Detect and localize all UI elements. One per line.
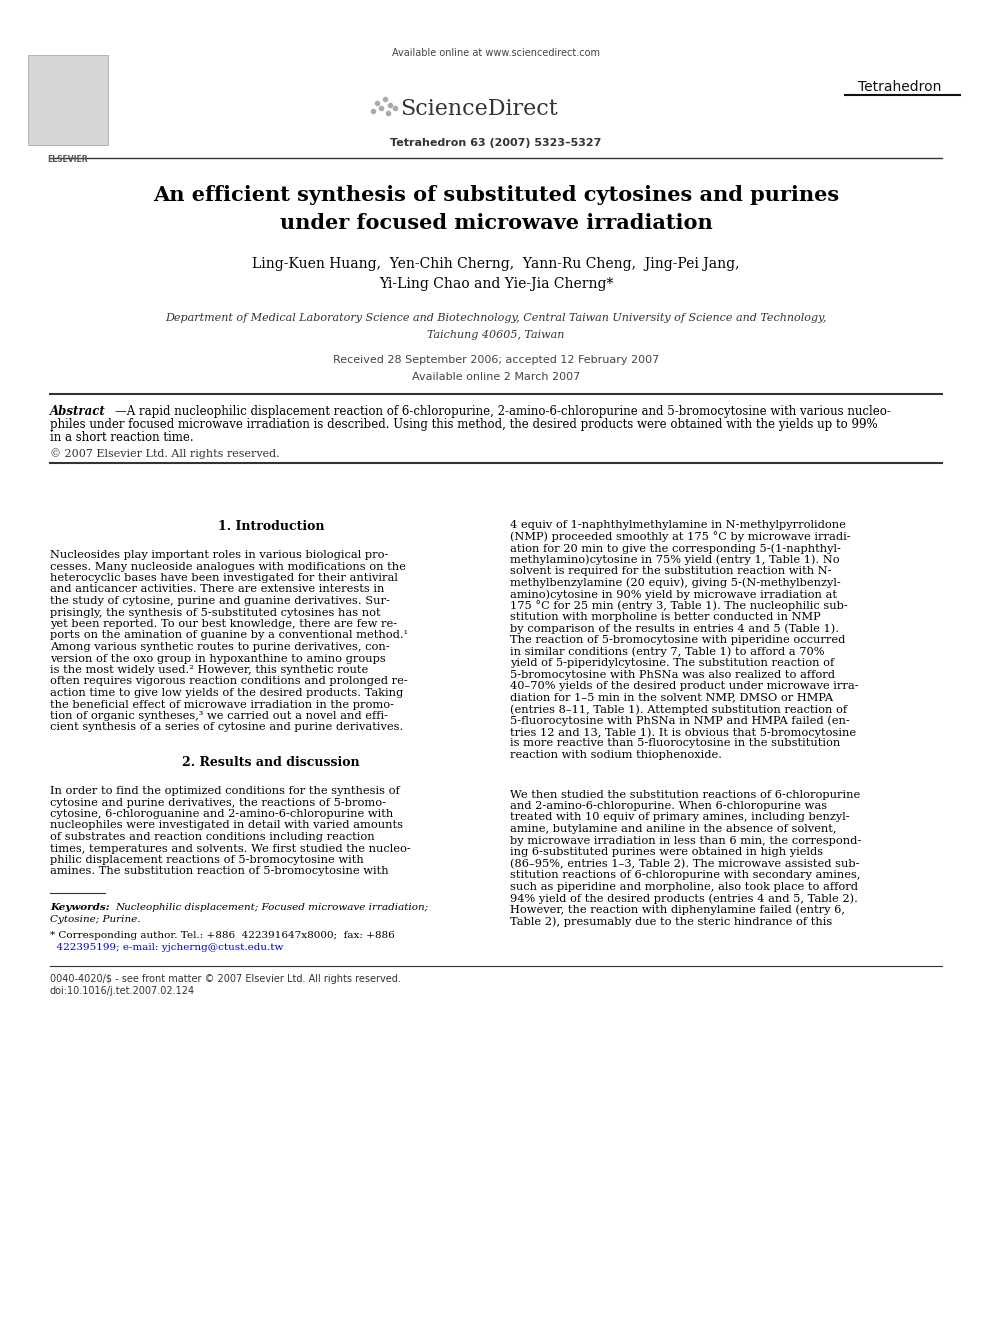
Text: * Corresponding author. Tel.: +886  422391647x8000;  fax: +886: * Corresponding author. Tel.: +886 42239… [50,931,395,941]
Text: treated with 10 equiv of primary amines, including benzyl-: treated with 10 equiv of primary amines,… [510,812,849,823]
Text: amino)cytosine in 90% yield by microwave irradiation at: amino)cytosine in 90% yield by microwave… [510,589,837,599]
Text: Yi-Ling Chao and Yie-Jia Cherng*: Yi-Ling Chao and Yie-Jia Cherng* [379,277,613,291]
Text: In order to find the optimized conditions for the synthesis of: In order to find the optimized condition… [50,786,400,796]
Text: and 2-amino-6-chloropurine. When 6-chloropurine was: and 2-amino-6-chloropurine. When 6-chlor… [510,800,827,811]
Text: stitution reactions of 6-chloropurine with secondary amines,: stitution reactions of 6-chloropurine wi… [510,871,860,880]
Text: in similar conditions (entry 7, Table 1) to afford a 70%: in similar conditions (entry 7, Table 1)… [510,647,824,658]
Text: However, the reaction with diphenylamine failed (entry 6,: However, the reaction with diphenylamine… [510,905,845,916]
Text: Among various synthetic routes to purine derivatives, con-: Among various synthetic routes to purine… [50,642,390,652]
Text: (86–95%, entries 1–3, Table 2). The microwave assisted sub-: (86–95%, entries 1–3, Table 2). The micr… [510,859,859,869]
Text: times, temperatures and solvents. We first studied the nucleo-: times, temperatures and solvents. We fir… [50,844,411,853]
Text: Tetrahedron: Tetrahedron [858,79,941,94]
Text: Nucleophilic displacement; Focused microwave irradiation;: Nucleophilic displacement; Focused micro… [115,904,429,912]
Text: Keywords:: Keywords: [50,904,110,912]
Text: Department of Medical Laboratory Science and Biotechnology, Central Taiwan Unive: Department of Medical Laboratory Science… [166,314,826,323]
Text: often requires vigorous reaction conditions and prolonged re-: often requires vigorous reaction conditi… [50,676,408,687]
Text: yield of 5-piperidylcytosine. The substitution reaction of: yield of 5-piperidylcytosine. The substi… [510,658,834,668]
Text: reaction with sodium thiophenoxide.: reaction with sodium thiophenoxide. [510,750,722,759]
Text: action time to give low yields of the desired products. Taking: action time to give low yields of the de… [50,688,404,699]
Text: Received 28 September 2006; accepted 12 February 2007: Received 28 September 2006; accepted 12 … [333,355,659,365]
Text: under focused microwave irradiation: under focused microwave irradiation [280,213,712,233]
Text: We then studied the substitution reactions of 6-chloropurine: We then studied the substitution reactio… [510,790,860,799]
Text: by microwave irradiation in less than 6 min, the correspond-: by microwave irradiation in less than 6 … [510,836,861,845]
Text: 2. Results and discussion: 2. Results and discussion [183,755,360,769]
Text: Nucleosides play important roles in various biological pro-: Nucleosides play important roles in vari… [50,550,389,560]
Text: philes under focused microwave irradiation is described. Using this method, the : philes under focused microwave irradiati… [50,418,878,431]
Text: Available online at www.sciencedirect.com: Available online at www.sciencedirect.co… [392,48,600,58]
Text: Taichung 40605, Taiwan: Taichung 40605, Taiwan [428,329,564,340]
Text: cytosine, 6-chloroguanine and 2-amino-6-chloropurine with: cytosine, 6-chloroguanine and 2-amino-6-… [50,808,393,819]
Text: ports on the amination of guanine by a conventional method.¹: ports on the amination of guanine by a c… [50,631,408,640]
Text: —A rapid nucleophilic displacement reaction of 6-chloropurine, 2-amino-6-chlorop: —A rapid nucleophilic displacement react… [115,405,891,418]
Text: (entries 8–11, Table 1). Attempted substitution reaction of: (entries 8–11, Table 1). Attempted subst… [510,704,847,714]
Text: 4 equiv of 1-naphthylmethylamine in N-methylpyrrolidone: 4 equiv of 1-naphthylmethylamine in N-me… [510,520,846,531]
Text: the beneficial effect of microwave irradiation in the promo-: the beneficial effect of microwave irrad… [50,700,394,709]
Text: Cytosine; Purine.: Cytosine; Purine. [50,916,141,923]
Text: 94% yield of the desired products (entries 4 and 5, Table 2).: 94% yield of the desired products (entri… [510,893,858,904]
Text: amines. The substitution reaction of 5-bromocytosine with: amines. The substitution reaction of 5-b… [50,867,389,877]
Text: cytosine and purine derivatives, the reactions of 5-bromo-: cytosine and purine derivatives, the rea… [50,798,386,807]
Text: Table 2), presumably due to the steric hindrance of this: Table 2), presumably due to the steric h… [510,916,832,926]
Text: cesses. Many nucleoside analogues with modifications on the: cesses. Many nucleoside analogues with m… [50,561,406,572]
Text: 1. Introduction: 1. Introduction [218,520,324,533]
Text: cient synthesis of a series of cytosine and purine derivatives.: cient synthesis of a series of cytosine … [50,722,404,733]
Text: ELSEVIER: ELSEVIER [48,155,88,164]
Text: of substrates and reaction conditions including reaction: of substrates and reaction conditions in… [50,832,375,841]
Text: prisingly, the synthesis of 5-substituted cytosines has not: prisingly, the synthesis of 5-substitute… [50,607,381,618]
Text: philic displacement reactions of 5-bromocytosine with: philic displacement reactions of 5-bromo… [50,855,364,865]
Text: methylamino)cytosine in 75% yield (entry 1, Table 1). No: methylamino)cytosine in 75% yield (entry… [510,554,839,565]
Text: Ling-Kuen Huang,  Yen-Chih Cherng,  Yann-Ru Cheng,  Jing-Pei Jang,: Ling-Kuen Huang, Yen-Chih Cherng, Yann-R… [252,257,740,271]
Text: (NMP) proceeded smoothly at 175 °C by microwave irradi-: (NMP) proceeded smoothly at 175 °C by mi… [510,532,850,542]
Text: by comparison of the results in entries 4 and 5 (Table 1).: by comparison of the results in entries … [510,623,839,634]
Text: 5-fluorocytosine with PhSNa in NMP and HMPA failed (en-: 5-fluorocytosine with PhSNa in NMP and H… [510,716,850,726]
Text: Abstract: Abstract [50,405,106,418]
Text: ScienceDirect: ScienceDirect [400,98,558,120]
Text: 5-bromocytosine with PhSNa was also realized to afford: 5-bromocytosine with PhSNa was also real… [510,669,835,680]
Text: yet been reported. To our best knowledge, there are few re-: yet been reported. To our best knowledge… [50,619,397,628]
Text: tion of organic syntheses,³ we carried out a novel and effi-: tion of organic syntheses,³ we carried o… [50,710,388,721]
Text: ing 6-substituted purines were obtained in high yields: ing 6-substituted purines were obtained … [510,847,823,857]
Text: heterocyclic bases have been investigated for their antiviral: heterocyclic bases have been investigate… [50,573,398,583]
Text: 175 °C for 25 min (entry 3, Table 1). The nucleophilic sub-: 175 °C for 25 min (entry 3, Table 1). Th… [510,601,848,611]
Text: Tetrahedron 63 (2007) 5323–5327: Tetrahedron 63 (2007) 5323–5327 [390,138,602,148]
Text: An efficient synthesis of substituted cytosines and purines: An efficient synthesis of substituted cy… [153,185,839,205]
Text: © 2007 Elsevier Ltd. All rights reserved.: © 2007 Elsevier Ltd. All rights reserved… [50,448,280,459]
Text: The reaction of 5-bromocytosine with piperidine occurred: The reaction of 5-bromocytosine with pip… [510,635,845,646]
Text: version of the oxo group in hypoxanthine to amino groups: version of the oxo group in hypoxanthine… [50,654,386,664]
Text: such as piperidine and morpholine, also took place to afford: such as piperidine and morpholine, also … [510,881,858,892]
Text: 0040-4020/$ - see front matter © 2007 Elsevier Ltd. All rights reserved.: 0040-4020/$ - see front matter © 2007 El… [50,974,401,984]
Text: doi:10.1016/j.tet.2007.02.124: doi:10.1016/j.tet.2007.02.124 [50,986,195,996]
Text: and anticancer activities. There are extensive interests in: and anticancer activities. There are ext… [50,585,384,594]
Text: the study of cytosine, purine and guanine derivatives. Sur-: the study of cytosine, purine and guanin… [50,595,390,606]
Text: amine, butylamine and aniline in the absence of solvent,: amine, butylamine and aniline in the abs… [510,824,836,833]
Text: ation for 20 min to give the corresponding 5-(1-naphthyl-: ation for 20 min to give the correspondi… [510,542,841,553]
Text: 40–70% yields of the desired product under microwave irra-: 40–70% yields of the desired product und… [510,681,859,691]
Text: 422395199; e-mail: yjcherng@ctust.edu.tw: 422395199; e-mail: yjcherng@ctust.edu.tw [50,943,284,953]
Text: is the most widely used.² However, this synthetic route: is the most widely used.² However, this … [50,665,368,675]
Text: nucleophiles were investigated in detail with varied amounts: nucleophiles were investigated in detail… [50,820,403,831]
Text: is more reactive than 5-fluorocytosine in the substitution: is more reactive than 5-fluorocytosine i… [510,738,840,749]
Text: tries 12 and 13, Table 1). It is obvious that 5-bromocytosine: tries 12 and 13, Table 1). It is obvious… [510,728,856,737]
Text: diation for 1–5 min in the solvent NMP, DMSO or HMPA: diation for 1–5 min in the solvent NMP, … [510,692,833,703]
Text: stitution with morpholine is better conducted in NMP: stitution with morpholine is better cond… [510,613,820,622]
Text: Available online 2 March 2007: Available online 2 March 2007 [412,372,580,382]
Text: methylbenzylamine (20 equiv), giving 5-(N-methylbenzyl-: methylbenzylamine (20 equiv), giving 5-(… [510,578,841,587]
Bar [28,56,108,146]
Text: in a short reaction time.: in a short reaction time. [50,431,193,445]
Text: solvent is required for the substitution reaction with N-: solvent is required for the substitution… [510,566,831,576]
